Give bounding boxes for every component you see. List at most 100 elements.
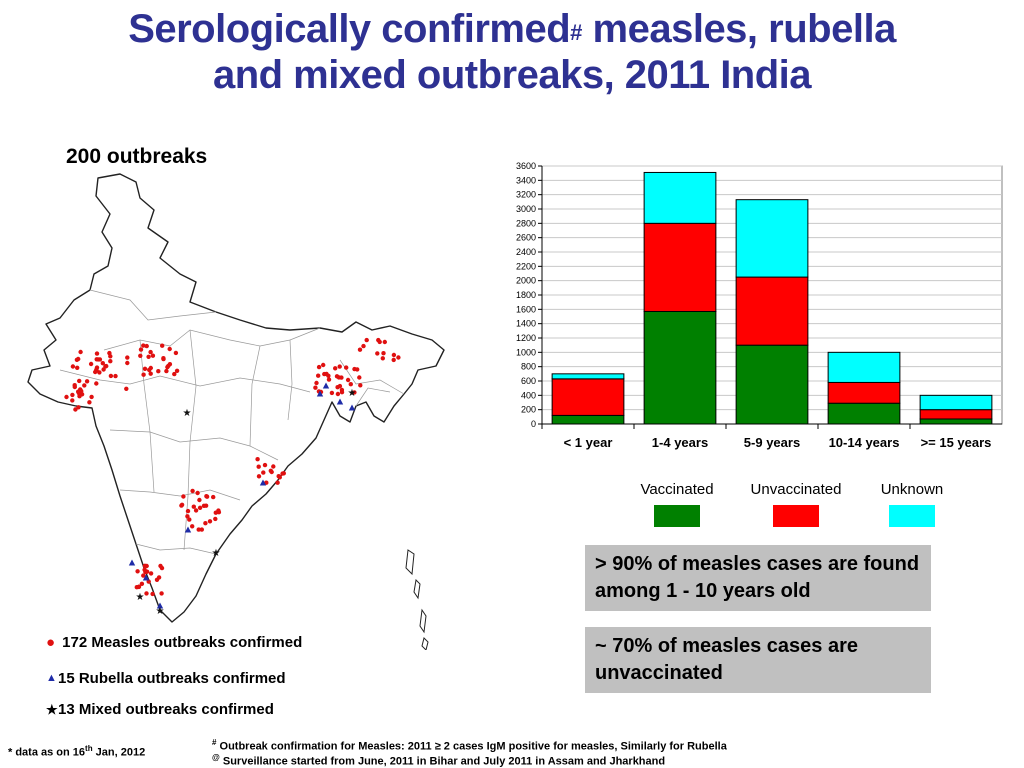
measles-outbreak-marker [156,575,162,580]
measles-outbreak-marker [256,474,262,479]
y-tick-label: 1200 [516,333,536,343]
measles-outbreak-marker [125,360,130,366]
measles-outbreak-marker [204,494,210,499]
rubella-outbreak-marker [128,559,136,566]
measles-outbreak-marker [75,365,80,370]
legend-swatch [654,505,700,527]
callout-box-age: > 90% of measles cases are found among 1… [585,545,931,611]
measles-outbreak-marker [113,373,118,379]
measles-outbreak-marker [142,366,148,371]
bar-segment [827,351,901,383]
measles-outbreak-marker [277,475,282,480]
measles-outbreak-marker [76,405,81,410]
x-tick-label: 10-14 years [829,435,900,450]
bar-segment [827,402,901,425]
measles-outbreak-marker [380,356,385,361]
measles-outbreak-marker [101,367,106,372]
note1-text: Outbreak confirmation for Measles: 2011 … [216,740,727,753]
y-tick-label: 3000 [516,204,536,214]
mixed-marker-icon: ★ [46,702,58,717]
rubella-outbreak-marker [259,479,267,486]
measles-outbreak-marker [160,343,165,348]
data-date-sup: th [85,744,93,753]
mixed-outbreak-marker: ★ [212,548,221,559]
measles-outbreak-marker [333,366,338,371]
legend-label: Unvaccinated [751,481,842,498]
mixed-outbreak-marker: ★ [136,592,145,603]
rubella-outbreak-marker [184,526,192,533]
measles-outbreak-marker [144,343,149,349]
measles-outbreak-marker [108,354,113,359]
measles-outbreak-marker [197,497,202,503]
measles-outbreak-marker [108,373,114,379]
bar-segment [827,381,901,404]
measles-outbreak-marker [364,337,369,343]
y-tick-label: 2000 [516,276,536,286]
measles-outbreak-marker [150,353,156,358]
legend-swatch [889,505,935,527]
y-tick-label: 200 [521,405,536,415]
measles-outbreak-marker [313,385,318,390]
measles-outbreak-marker [164,368,169,374]
measles-outbreak-marker [181,494,186,499]
measles-outbreak-marker [148,349,153,355]
data-date-note: * data as on 16th Jan, 2012 [8,744,145,759]
y-tick-label: 2600 [516,233,536,243]
measles-outbreak-marker [190,524,195,529]
rubella-marker-icon: ▲ [46,672,57,684]
measles-outbreak-marker [156,369,161,374]
measles-outbreak-marker [73,407,78,412]
measles-outbreak-marker [391,357,396,363]
measles-outbreak-marker [161,356,166,362]
measles-outbreak-marker [77,378,82,384]
measles-outbreak-marker [201,503,207,508]
bar-segment [643,222,717,312]
measles-outbreak-marker [207,519,213,524]
note2-sup: @ [212,753,220,762]
y-tick-label: 3600 [516,161,536,171]
measles-outbreak-marker [76,356,81,362]
y-tick-label: 800 [521,362,536,372]
rubella-outbreak-marker [316,390,324,397]
measles-outbreak-marker [268,468,273,473]
measles-outbreak-marker [88,361,94,367]
outbreak-markers: ★ ★ ★ ★ ★ [64,337,401,617]
measles-outbreak-marker [281,471,286,476]
measles-outbreak-marker [199,527,204,532]
measles-outbreak-marker [358,383,363,388]
measles-outbreak-marker [70,364,76,369]
mixed-outbreak-marker: ★ [156,606,165,617]
measles-outbreak-marker [136,584,142,589]
measles-outbreak-marker [138,353,143,358]
surveillance-note: @ Surveillance started from June, 2011 i… [212,753,665,768]
measles-outbreak-marker [255,457,260,462]
measles-outbreak-marker [147,367,152,373]
bar-segment [919,394,993,411]
bar-segment [919,418,993,425]
rubella-outbreak-marker [142,574,150,581]
y-tick-label: 1600 [516,304,536,314]
measles-outbreak-marker [166,363,171,369]
bar-segment [643,310,717,425]
measles-outbreak-marker [64,394,69,400]
measles-outbreak-marker [191,504,196,509]
measles-outbreak-marker [108,359,113,364]
note1-sup: # [212,738,217,747]
measles-outbreak-marker [262,462,268,468]
measles-outbreak-marker [256,464,261,469]
measles-outbreak-marker [321,362,326,368]
measles-outbreak-marker [104,363,109,369]
measles-outbreak-marker [144,563,149,569]
measles-outbreak-marker [70,398,75,403]
title-text-a: Serologically confirmed [128,7,571,51]
measles-outbreak-marker [334,374,340,379]
measles-outbreak-marker [141,372,146,377]
data-date-text-b: Jan, 2012 [92,746,146,759]
x-tick-label: < 1 year [564,435,613,450]
measles-outbreak-marker [141,343,146,348]
data-date-text: * data as on 16 [8,746,86,759]
outbreak-count: 200 outbreaks [66,145,208,168]
measles-outbreak-marker [337,364,342,369]
measles-outbreak-marker [158,563,163,569]
measles-outbreak-marker [335,391,341,397]
